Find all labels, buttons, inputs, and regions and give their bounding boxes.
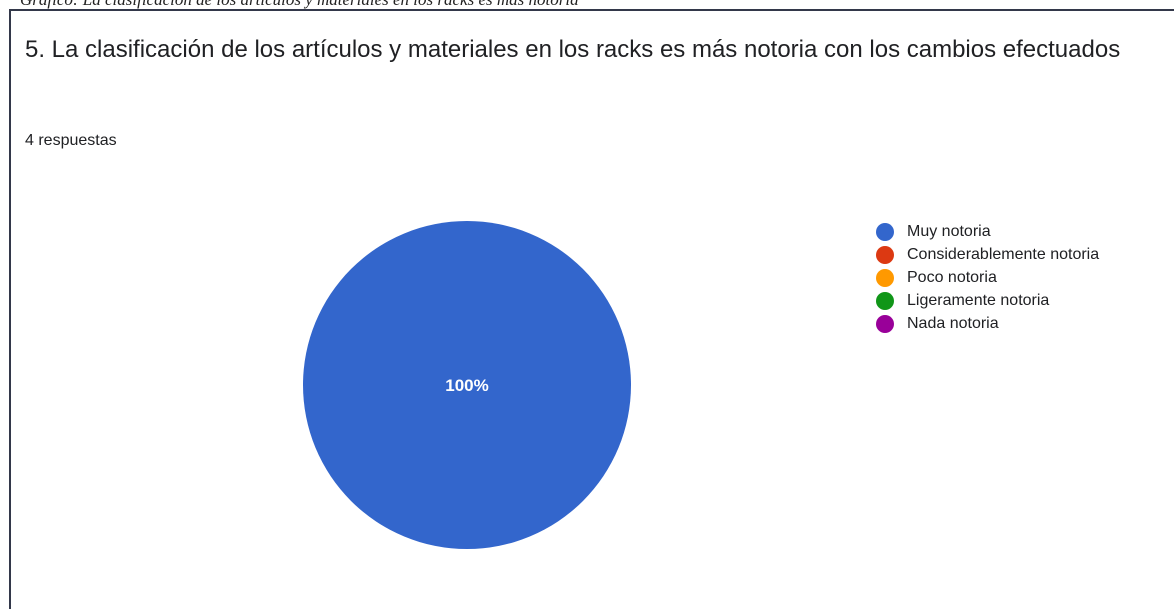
- response-count: 4 respuestas: [25, 132, 117, 149]
- pie-slice-label-1: 100%: [445, 376, 488, 395]
- legend-item-1: Muy notoria: [876, 220, 1099, 243]
- legend-label-4: Ligeramente notoria: [907, 291, 1050, 309]
- legend-label-2: Considerablemente notoria: [907, 245, 1100, 263]
- question-title: 5. La clasificación de los artículos y m…: [25, 36, 1121, 63]
- legend-swatch-1: [876, 222, 894, 241]
- legend-label-5: Nada notoria: [907, 314, 999, 332]
- chart-legend: Muy notoria Considerablemente notoria Poco…: [876, 220, 1099, 335]
- legend-item-3: Poco notoria: [876, 266, 1099, 289]
- legend-swatch-4: [876, 291, 894, 310]
- legend-swatch-5: [876, 314, 894, 333]
- legend-item-4: Ligeramente notoria: [876, 289, 1099, 312]
- legend-label-1: Muy notoria: [907, 222, 991, 240]
- legend-swatch-3: [876, 268, 894, 287]
- legend-label-3: Poco notoria: [907, 268, 997, 286]
- pie-chart: 100%: [303, 221, 631, 549]
- legend-swatch-2: [876, 245, 894, 264]
- cropped-caption-text: Gráfico: La clasificación de los artícul…: [20, 0, 579, 9]
- cropped-caption: Gráfico: La clasificación de los artícul…: [0, 0, 1174, 9]
- legend-item-2: Considerablemente notoria: [876, 243, 1099, 266]
- legend-item-5: Nada notoria: [876, 312, 1099, 335]
- pie-slice-1: [303, 221, 631, 549]
